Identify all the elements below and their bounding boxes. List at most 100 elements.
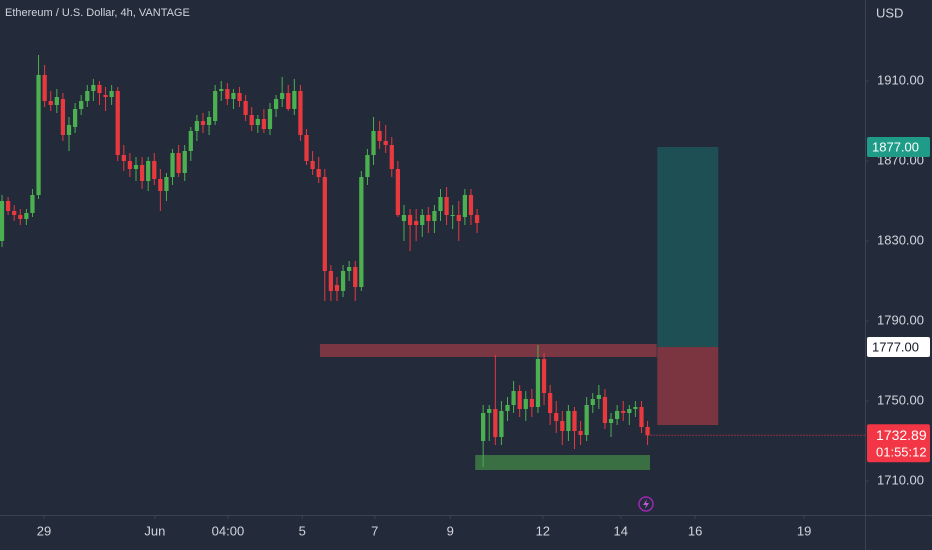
candle-body — [243, 101, 248, 115]
candle-body — [42, 75, 47, 101]
candle-body — [639, 407, 644, 427]
candle-body — [24, 213, 29, 219]
position-target — [657, 147, 719, 347]
candle-body — [231, 93, 236, 99]
price-badge — [867, 337, 930, 357]
candle-body — [468, 195, 474, 215]
x-tick-label: 5 — [299, 523, 306, 538]
candle-body — [462, 195, 468, 217]
candle-body — [286, 93, 291, 109]
candle-body — [401, 215, 407, 221]
candle-body — [328, 271, 334, 291]
chart-title: Ethereum / U.S. Dollar, 4h, VANTAGE — [5, 7, 190, 19]
candle-body — [127, 161, 133, 169]
candle-body — [481, 413, 486, 441]
candle-body — [493, 409, 498, 437]
candle-body — [188, 131, 193, 151]
price-badge-label: 1877.00 — [872, 139, 919, 154]
candle-body — [85, 91, 90, 101]
candle-body — [310, 161, 315, 169]
candle-body — [560, 421, 565, 431]
price-zone — [475, 455, 651, 470]
candle-body — [334, 285, 340, 291]
candle-body — [614, 411, 620, 419]
candle-body — [219, 89, 224, 91]
candle-body — [432, 211, 437, 221]
candle-body — [444, 197, 449, 215]
candle-body — [627, 409, 632, 413]
y-axis-label: USD — [876, 5, 903, 20]
candle-body — [450, 215, 455, 216]
plot-layer — [0, 55, 719, 470]
candle-body — [505, 405, 510, 411]
x-tick-label: Jun — [144, 523, 165, 538]
candle-body — [645, 427, 650, 436]
candle-body — [18, 215, 23, 219]
candle-body — [298, 91, 303, 135]
x-tick-label: 7 — [371, 523, 378, 538]
candle-body — [383, 141, 388, 145]
candle-body — [103, 95, 108, 97]
candle-body — [499, 411, 504, 437]
candle-body — [36, 75, 41, 195]
icon-ring — [638, 496, 654, 512]
candle-body — [292, 91, 297, 109]
candle-body — [109, 91, 114, 97]
candle-body — [249, 115, 254, 125]
candle-body — [523, 399, 528, 409]
candle-body — [225, 89, 230, 99]
candle-body — [30, 195, 35, 213]
x-tick-label: 16 — [688, 523, 702, 538]
price-badge — [867, 137, 930, 157]
candle-body — [316, 169, 321, 177]
candle-body — [139, 165, 145, 181]
candle-body — [206, 117, 212, 125]
x-tick-label: 12 — [536, 523, 550, 538]
candle-body — [146, 161, 151, 181]
candle-body — [152, 161, 157, 179]
price-badge-label: 1777.00 — [872, 339, 919, 354]
candle-body — [590, 399, 595, 405]
candle-body — [566, 411, 571, 431]
candle-body — [389, 145, 394, 169]
candle-body — [213, 91, 218, 121]
candle-body — [365, 155, 370, 177]
candle-body — [176, 153, 181, 173]
candle-body — [97, 85, 102, 93]
candle-body — [548, 393, 553, 413]
candle-body — [115, 91, 120, 155]
last-price-badge — [867, 424, 930, 463]
x-tick-label: 29 — [37, 523, 51, 538]
candle-body — [487, 409, 492, 413]
candle-body — [395, 169, 401, 215]
y-tick-label: 1750.00 — [877, 392, 924, 407]
replay-icon[interactable] — [638, 496, 654, 512]
candle-body — [474, 215, 480, 223]
candle-body — [420, 215, 425, 225]
y-tick-label: 1710.00 — [877, 472, 924, 487]
candle-body — [267, 109, 273, 129]
candle-body — [54, 97, 59, 105]
candle-body — [340, 271, 346, 291]
candle-body — [91, 85, 96, 91]
icon-bolt — [643, 499, 649, 509]
candle-body — [182, 151, 187, 173]
candle-body — [12, 211, 17, 215]
candle-body — [414, 221, 419, 225]
candle-body — [255, 119, 260, 125]
candle-body — [578, 431, 583, 435]
candle-body — [60, 99, 66, 135]
candle-body — [541, 359, 547, 393]
candle-body — [438, 197, 443, 211]
x-tick-label: 04:00 — [212, 523, 245, 538]
candle-body — [5, 201, 11, 211]
candle-body — [133, 165, 139, 169]
candle-body — [554, 413, 559, 421]
candle-body — [377, 131, 382, 141]
candle-body — [72, 109, 78, 127]
x-tick-label: 19 — [797, 523, 811, 538]
price-zone — [319, 344, 657, 357]
candle-body — [596, 395, 601, 399]
candle-body — [280, 93, 285, 99]
